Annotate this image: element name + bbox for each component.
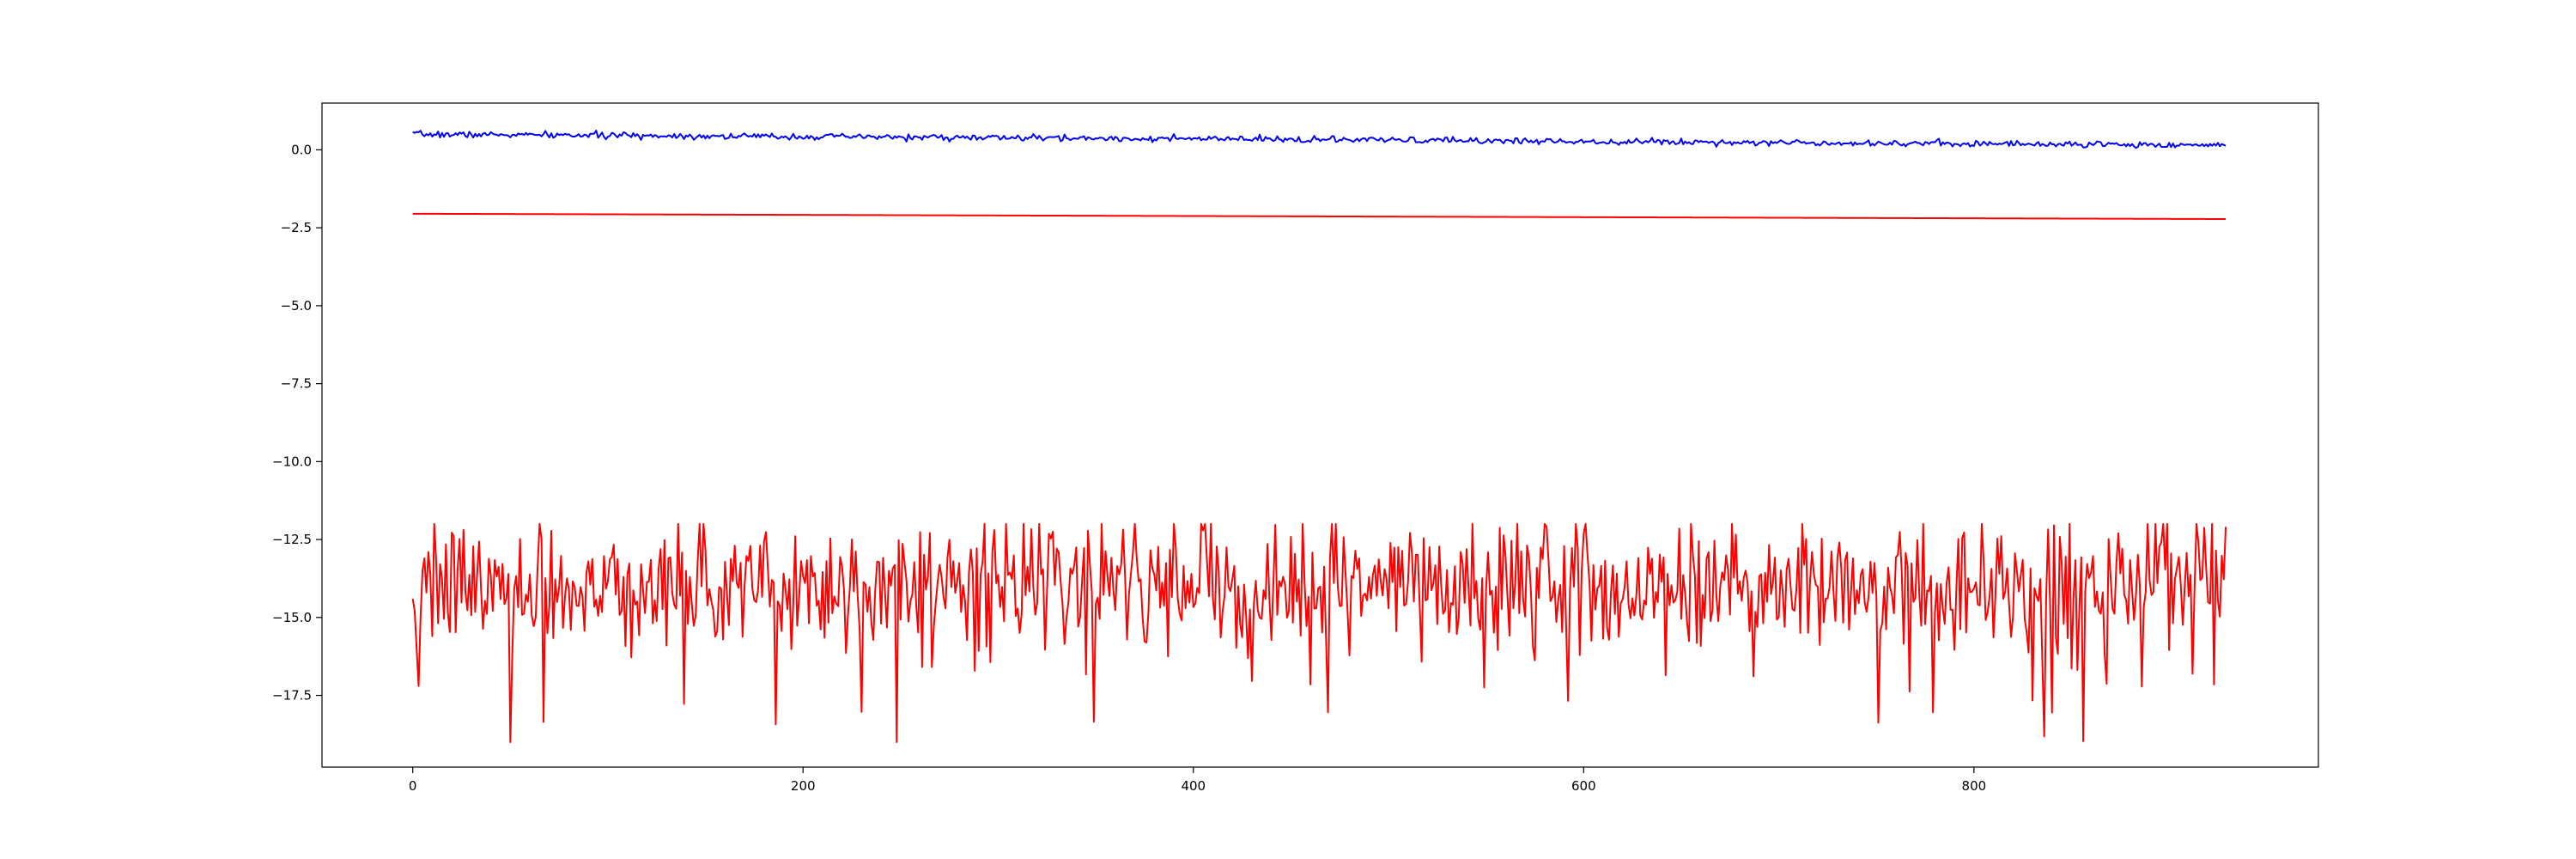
x-tick-label: 0 <box>409 778 417 794</box>
series-line-blue <box>412 129 2227 149</box>
x-tick-label: 800 <box>1962 778 1987 794</box>
y-axis: 0.0 −2.5 −5.0 −7.5 −10.0 −12.5 −15.0 −17.5 <box>272 142 322 704</box>
x-tick-label: 400 <box>1181 778 1206 794</box>
y-tick-label: −17.5 <box>272 688 312 704</box>
series-line-red-flat <box>412 212 2227 220</box>
series-line-red-noisy <box>411 522 2227 743</box>
series-layer <box>411 129 2227 743</box>
x-axis: 0 200 400 600 800 <box>409 767 1986 794</box>
x-tick-label: 200 <box>791 778 816 794</box>
y-tick-label: −2.5 <box>281 220 312 235</box>
y-tick-label: −15.0 <box>272 610 312 625</box>
plot-area-frame <box>321 102 2319 768</box>
x-tick-label: 600 <box>1571 778 1596 794</box>
y-tick-label: 0.0 <box>291 142 312 157</box>
y-tick-label: −12.5 <box>272 532 312 547</box>
y-tick-label: −7.5 <box>281 376 312 392</box>
y-tick-label: −5.0 <box>281 298 312 314</box>
y-tick-label: −10.0 <box>272 454 312 469</box>
